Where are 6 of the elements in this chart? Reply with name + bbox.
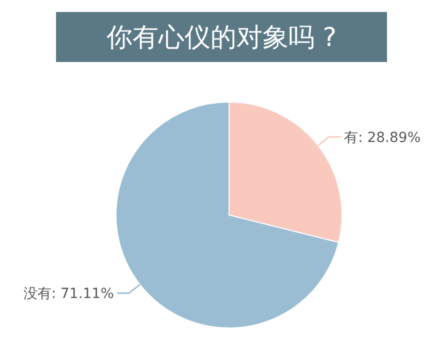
slice-label: 有 xyxy=(344,130,358,146)
data-label: : 28.89% xyxy=(358,130,421,146)
data-label: : 71.11% xyxy=(51,286,114,302)
slice-label: 没有 xyxy=(23,286,52,302)
pie-slice xyxy=(116,102,340,328)
chart-title: 你有心仪的对象吗 ? xyxy=(105,23,337,53)
